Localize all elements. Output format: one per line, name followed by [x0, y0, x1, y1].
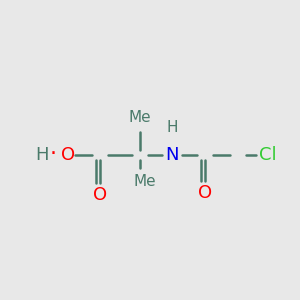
Text: N: N: [165, 146, 179, 164]
Text: H: H: [35, 146, 49, 164]
Text: H: H: [166, 121, 178, 136]
Text: O: O: [93, 186, 107, 204]
Text: O: O: [198, 184, 212, 202]
Text: Cl: Cl: [259, 146, 277, 164]
Text: Me: Me: [134, 175, 156, 190]
Text: Me: Me: [129, 110, 151, 125]
Text: ·: ·: [50, 144, 57, 164]
Text: O: O: [61, 146, 75, 164]
